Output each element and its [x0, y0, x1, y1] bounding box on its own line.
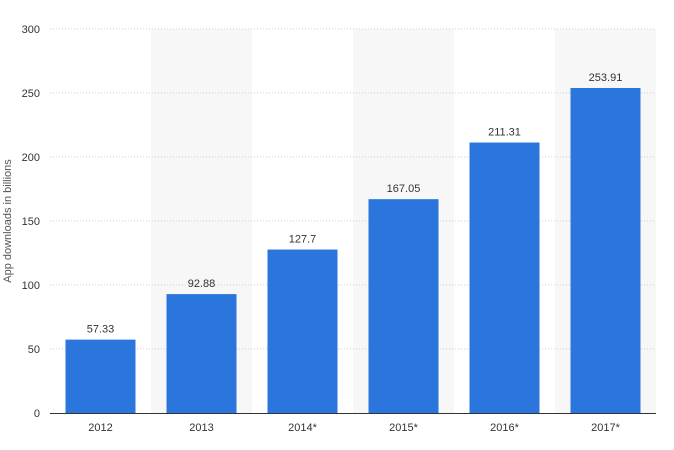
y-axis-title: App downloads in billions [2, 159, 14, 283]
y-tick-label: 300 [22, 24, 40, 36]
bar [65, 339, 136, 413]
y-tick-label: 200 [22, 152, 40, 164]
data-label: 253.91 [589, 72, 623, 84]
bars [65, 87, 641, 413]
x-tick-label: 2017* [591, 422, 620, 434]
bar [469, 142, 540, 413]
x-tick-label: 2012 [88, 422, 112, 434]
y-tick-label: 150 [22, 216, 40, 228]
gridlines [50, 28, 656, 350]
x-tick-label: 2015* [389, 422, 418, 434]
bar [267, 249, 338, 413]
y-axis-ticks: 0 50 100 150 200 250 300 [22, 24, 40, 420]
y-tick-label: 100 [22, 280, 40, 292]
bar [368, 199, 439, 413]
y-tick-label: 250 [22, 88, 40, 100]
x-tick-label: 2016* [490, 422, 519, 434]
x-tick-label: 2013 [189, 422, 213, 434]
data-label: 57.33 [87, 324, 115, 336]
x-axis-ticks: 2012 2013 2014* 2015* 2016* 2017* [88, 422, 620, 434]
data-label: 167.05 [387, 183, 421, 195]
bar [166, 294, 237, 413]
data-label: 92.88 [188, 278, 216, 290]
bar [570, 87, 641, 413]
y-tick-label: 0 [34, 408, 40, 420]
data-label: 211.31 [488, 127, 521, 139]
x-tick-label: 2014* [288, 422, 317, 434]
y-tick-label: 50 [28, 344, 40, 356]
data-label: 127.7 [289, 234, 317, 246]
data-labels: 57.33 92.88 127.7 167.05 211.31 253.91 [87, 72, 623, 336]
